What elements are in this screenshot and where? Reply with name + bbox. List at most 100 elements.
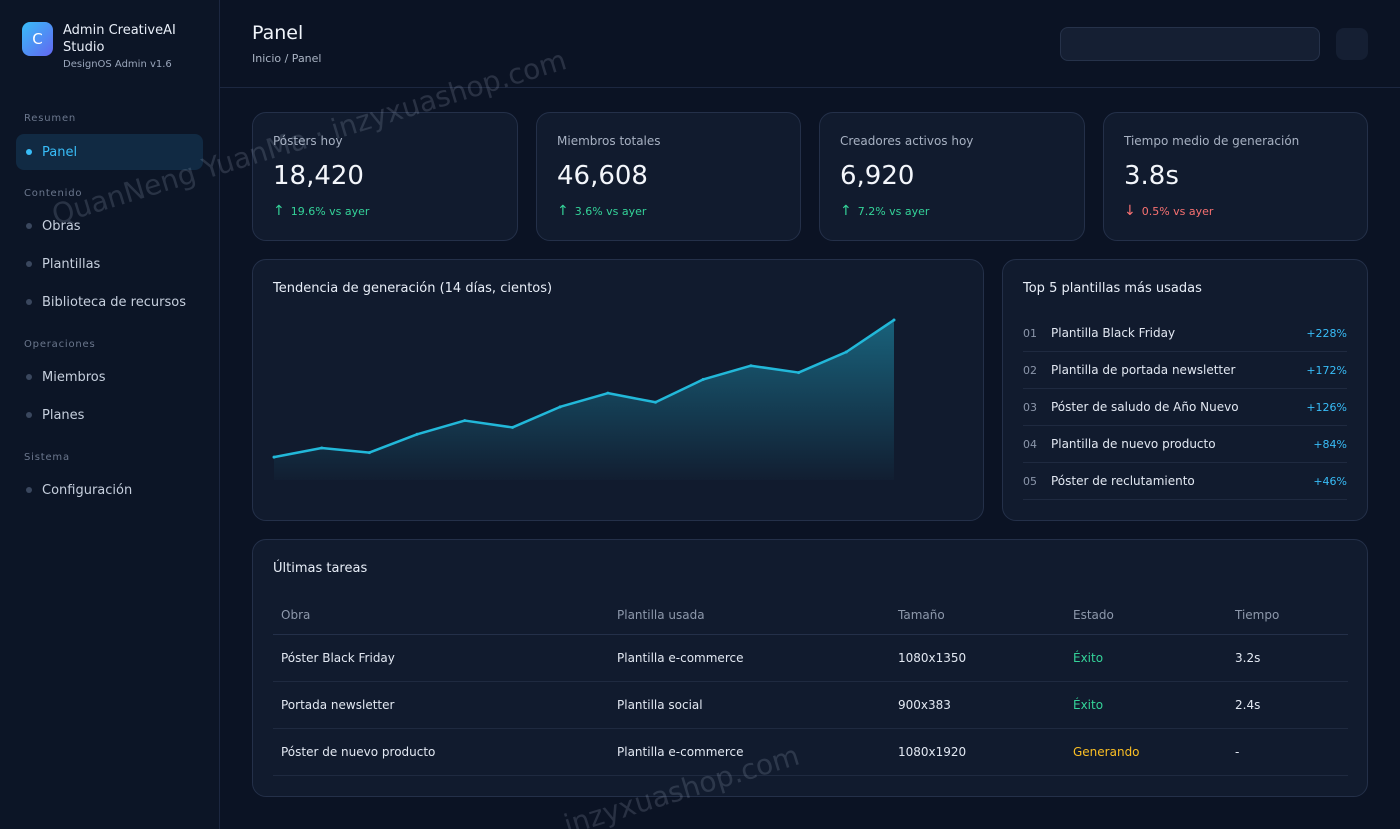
cell-tiempo: 3.2s (1235, 651, 1261, 665)
brand-version: DesignOS Admin v1.6 (63, 59, 172, 70)
table-row[interactable]: Portada newsletter Plantilla social 900x… (273, 682, 1348, 729)
sidebar-item-configuracion[interactable]: Configuración (16, 472, 203, 508)
nav-dot-icon (26, 299, 32, 305)
chart-point-11 (749, 364, 753, 368)
stat-delta: ↓ 0.5% vs ayer (1124, 203, 1213, 219)
chart-series-line (273, 318, 895, 459)
rank: 01 (1023, 326, 1037, 340)
list-item[interactable]: 04 Plantilla de nuevo producto +84% (1023, 426, 1347, 463)
table-row[interactable]: Póster Black Friday Plantilla e-commerce… (273, 635, 1348, 682)
template-name: Póster de saludo de Año Nuevo (1051, 400, 1239, 414)
trend-chart-card: Tendencia de generación (14 días, ciento… (252, 259, 984, 521)
column-header: Tiempo (1235, 608, 1280, 622)
nav-section-resumen: Resumen (24, 113, 77, 124)
stat-card-tiempo: Tiempo medio de generación 3.8s ↓ 0.5% v… (1103, 112, 1368, 241)
search-input[interactable] (1060, 27, 1320, 61)
stat-value: 46,608 (557, 161, 648, 191)
table-header: Obra Plantilla usada Tamaño Estado Tiemp… (273, 596, 1348, 635)
growth-pct: +46% (1313, 474, 1347, 488)
column-header: Plantilla usada (617, 608, 705, 622)
chart-point-5 (463, 419, 467, 423)
cell-obra: Póster de nuevo producto (281, 745, 436, 759)
template-name: Póster de reclutamiento (1051, 474, 1195, 488)
header-action-button[interactable] (1336, 28, 1368, 60)
cell-plantilla: Plantilla social (617, 698, 703, 712)
cell-plantilla: Plantilla e-commerce (617, 745, 744, 759)
stat-label: Miembros totales (557, 134, 661, 148)
list-item[interactable]: 03 Póster de saludo de Año Nuevo +126% (1023, 389, 1347, 426)
stat-label: Creadores activos hoy (840, 134, 974, 148)
chart-point-13 (844, 350, 848, 354)
stat-card-miembros: Miembros totales 46,608 ↑ 3.6% vs ayer (536, 112, 801, 241)
column-header: Obra (281, 608, 311, 622)
arrow-up-icon: ↑ (273, 203, 285, 219)
stat-value: 18,420 (273, 161, 364, 191)
nav-section-sistema: Sistema (24, 452, 70, 463)
chart-point-10 (701, 377, 705, 381)
chart-point-8 (606, 391, 610, 395)
sidebar-item-miembros[interactable]: Miembros (16, 359, 203, 395)
chart-point-1 (272, 455, 276, 459)
cell-obra: Portada newsletter (281, 698, 395, 712)
template-name: Plantilla de portada newsletter (1051, 363, 1236, 377)
sidebar-item-plantillas[interactable]: Plantillas (16, 246, 203, 282)
status-badge: Generando (1073, 745, 1140, 759)
stat-delta-text: 3.6% vs ayer (574, 204, 647, 218)
list-item[interactable]: 02 Plantilla de portada newsletter +172% (1023, 352, 1347, 389)
nav-section-contenido: Contenido (24, 188, 83, 199)
growth-pct: +84% (1313, 437, 1347, 451)
nav-dot-icon (26, 374, 32, 380)
page-title: Panel (252, 22, 304, 44)
sidebar-item-obras[interactable]: Obras (16, 208, 203, 244)
nav-dot-icon (26, 412, 32, 418)
column-header: Estado (1073, 608, 1114, 622)
cell-tamano: 900x383 (898, 698, 951, 712)
sidebar-item-label: Biblioteca de recursos (42, 294, 186, 310)
chart-point-4 (415, 432, 419, 436)
stat-card-creadores: Creadores activos hoy 6,920 ↑ 7.2% vs ay… (819, 112, 1085, 241)
breadcrumb: Inicio / Panel (252, 52, 322, 65)
template-name: Plantilla Black Friday (1051, 326, 1176, 340)
chart-point-2 (320, 446, 324, 450)
nav-dot-icon (26, 223, 32, 229)
cell-plantilla: Plantilla e-commerce (617, 651, 744, 665)
sidebar: C Admin CreativeAI Studio DesignOS Admin… (0, 0, 220, 829)
cell-obra: Póster Black Friday (281, 651, 395, 665)
rank: 02 (1023, 363, 1037, 377)
sidebar-item-label: Obras (42, 218, 81, 234)
template-name: Plantilla de nuevo producto (1051, 437, 1216, 451)
stat-label: Pósters hoy (273, 134, 343, 148)
stat-card-posters: Pósters hoy 18,420 ↑ 19.6% vs ayer (252, 112, 518, 241)
sidebar-item-panel[interactable]: Panel (16, 134, 203, 170)
sidebar-item-biblioteca[interactable]: Biblioteca de recursos (16, 284, 203, 320)
brand: C Admin CreativeAI Studio DesignOS Admin… (22, 22, 193, 70)
stat-delta-text: 7.2% vs ayer (857, 204, 930, 218)
stat-value: 3.8s (1124, 161, 1179, 191)
list-item[interactable]: 05 Póster de reclutamiento +46% (1023, 463, 1347, 500)
growth-pct: +126% (1306, 400, 1347, 414)
growth-pct: +228% (1306, 326, 1347, 340)
chart-title: Tendencia de generación (14 días, ciento… (273, 281, 553, 296)
cell-tamano: 1080x1350 (898, 651, 967, 665)
trend-chart (272, 318, 896, 480)
brand-logo: C (22, 22, 53, 56)
stat-delta: ↑ 3.6% vs ayer (557, 203, 646, 219)
cell-tiempo: - (1235, 745, 1240, 759)
sidebar-item-label: Panel (42, 144, 78, 160)
rank: 03 (1023, 400, 1037, 414)
rank: 05 (1023, 474, 1037, 488)
sidebar-item-label: Plantillas (42, 256, 101, 272)
sidebar-item-planes[interactable]: Planes (16, 397, 203, 433)
stat-value: 6,920 (840, 161, 915, 191)
stat-delta: ↑ 7.2% vs ayer (840, 203, 929, 219)
list-item[interactable]: 01 Plantilla Black Friday +228% (1023, 315, 1347, 352)
growth-pct: +172% (1306, 363, 1347, 377)
stat-delta: ↑ 19.6% vs ayer (273, 203, 369, 219)
tasks-card: Últimas tareas Obra Plantilla usada Tama… (252, 539, 1368, 797)
rank: 04 (1023, 437, 1037, 451)
nav-dot-icon (26, 149, 32, 155)
sidebar-item-label: Planes (42, 407, 85, 423)
tasks-title: Últimas tareas (273, 561, 368, 576)
cell-tamano: 1080x1920 (898, 745, 967, 759)
table-row[interactable]: Póster de nuevo producto Plantilla e-com… (273, 729, 1348, 776)
